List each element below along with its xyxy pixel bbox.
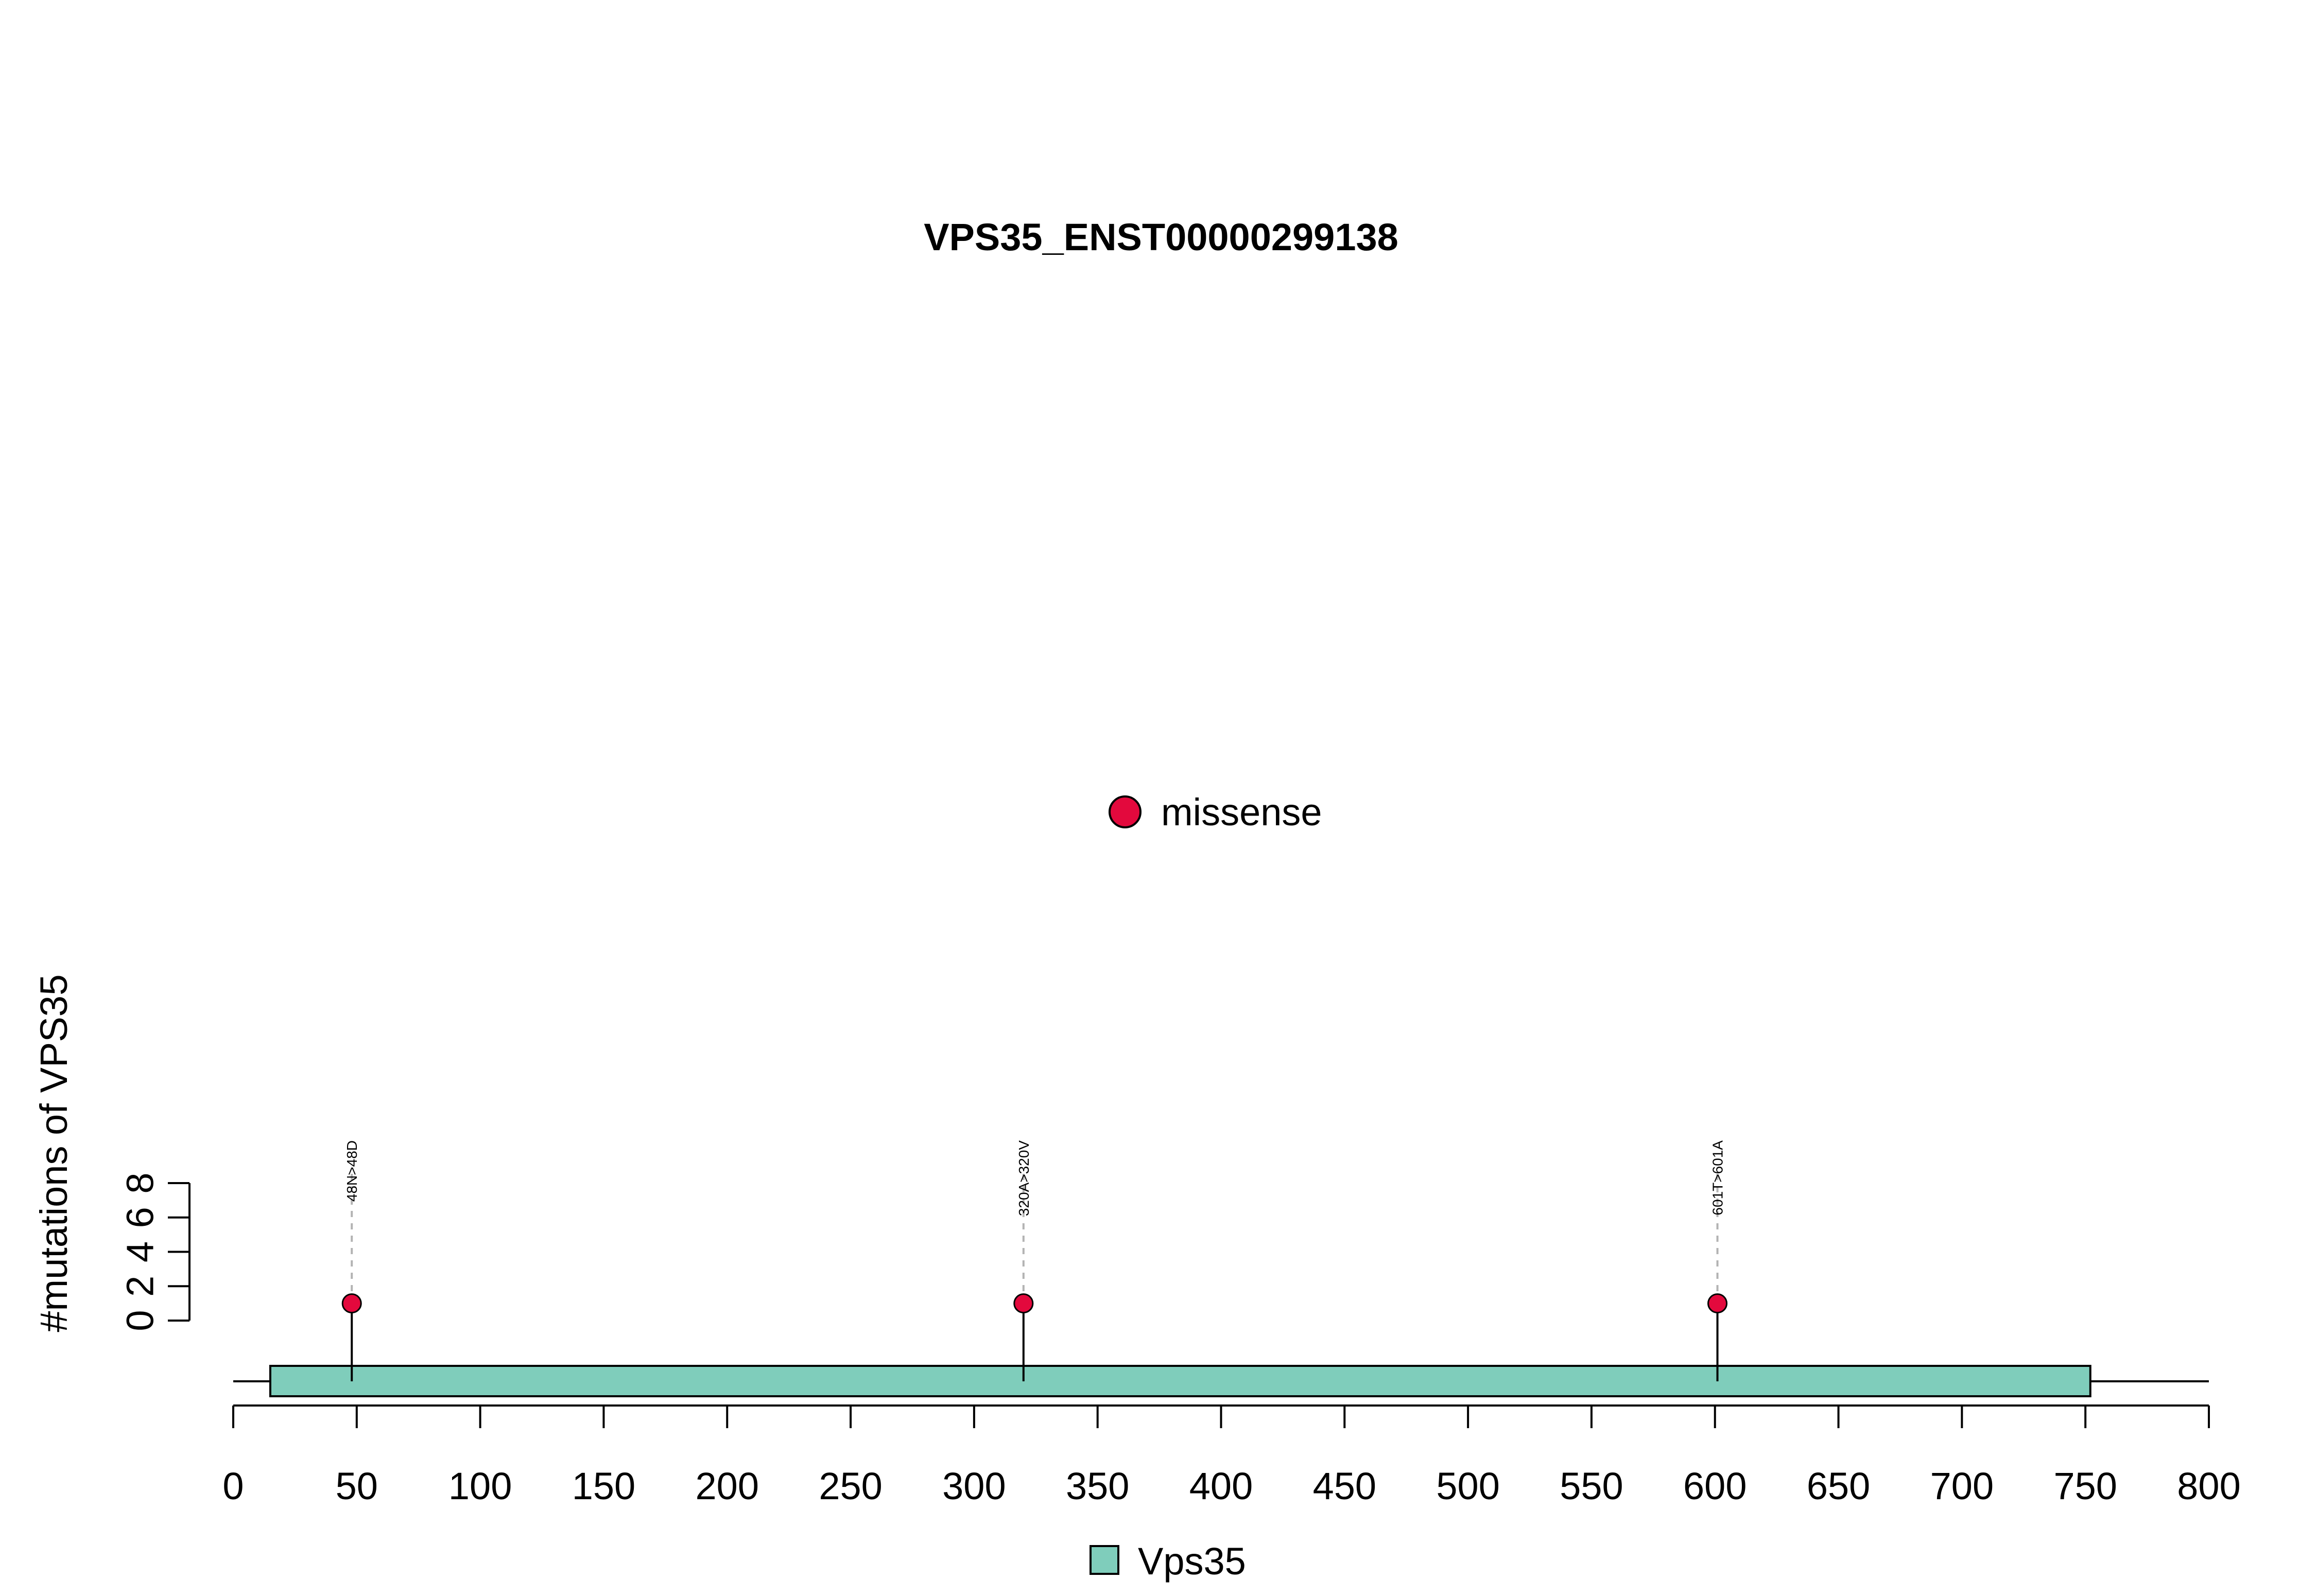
x-tick-label: 50 bbox=[336, 1465, 378, 1507]
mutation-label: 601T>601A bbox=[1710, 1140, 1726, 1216]
mutation-601t-601a: 601T>601A bbox=[1707, 1140, 1728, 1381]
x-tick-label: 400 bbox=[1189, 1465, 1253, 1507]
mutation-legend: missense bbox=[1109, 791, 1322, 834]
x-tick-label: 650 bbox=[1807, 1465, 1870, 1507]
y-axis-label: #mutations of VPS35 bbox=[32, 974, 75, 1332]
x-tick-label: 550 bbox=[1560, 1465, 1623, 1507]
mutation-48n-48d: 48N>48D bbox=[341, 1140, 362, 1381]
x-tick-label: 450 bbox=[1313, 1465, 1376, 1507]
mutation-lollipops: 48N>48D 320A>320V 601T>601A bbox=[341, 1140, 1728, 1381]
x-tick-label: 700 bbox=[1930, 1465, 1994, 1507]
legend-item-vps35: Vps35 bbox=[1090, 1540, 1246, 1583]
y-tick-label: 4 bbox=[119, 1241, 162, 1262]
chart-title: VPS35_ENST00000299138 bbox=[924, 216, 1398, 258]
mutation-label: 48N>48D bbox=[344, 1140, 360, 1202]
mutation-point bbox=[1707, 1293, 1728, 1314]
domain-track bbox=[269, 1365, 2091, 1397]
x-axis: 0 50 100 150 200 250 300 350 400 450 500 550 600 650 7… bbox=[222, 1404, 2241, 1507]
y-axis: 0 2 4 6 8 bbox=[119, 1172, 191, 1331]
y-tick-label: 8 bbox=[119, 1172, 162, 1193]
mutation-320a-320v: 320A>320V bbox=[1013, 1140, 1034, 1381]
domain-legend: Vps35 bbox=[1090, 1540, 1246, 1583]
mutation-point bbox=[1013, 1293, 1034, 1314]
x-tick-label: 300 bbox=[942, 1465, 1006, 1507]
x-tick-label: 750 bbox=[2053, 1465, 2117, 1507]
legend-label: Vps35 bbox=[1138, 1540, 1246, 1583]
domain-vps35 bbox=[269, 1365, 2091, 1397]
x-tick-label: 800 bbox=[2177, 1465, 2240, 1507]
x-tick-label: 100 bbox=[448, 1465, 512, 1507]
legend-swatch bbox=[1090, 1545, 1119, 1575]
x-tick-label: 250 bbox=[819, 1465, 882, 1507]
mutation-point bbox=[341, 1293, 362, 1314]
y-tick-label: 6 bbox=[119, 1207, 162, 1228]
x-tick-label: 200 bbox=[696, 1465, 759, 1507]
mutation-label: 320A>320V bbox=[1016, 1140, 1032, 1216]
x-tick-label: 600 bbox=[1683, 1465, 1747, 1507]
legend-item-missense: missense bbox=[1109, 791, 1322, 834]
x-tick-label: 500 bbox=[1436, 1465, 1499, 1507]
x-tick-label: 150 bbox=[572, 1465, 635, 1507]
legend-label: missense bbox=[1161, 791, 1322, 834]
x-tick-label: 350 bbox=[1066, 1465, 1129, 1507]
y-tick-label: 2 bbox=[119, 1276, 162, 1297]
y-tick-label: 0 bbox=[119, 1310, 162, 1331]
x-tick-label: 0 bbox=[222, 1465, 244, 1507]
legend-marker bbox=[1109, 795, 1142, 828]
